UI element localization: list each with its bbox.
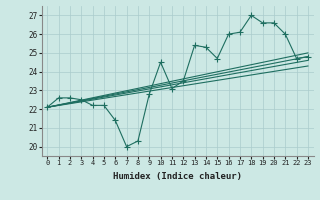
- X-axis label: Humidex (Indice chaleur): Humidex (Indice chaleur): [113, 172, 242, 181]
